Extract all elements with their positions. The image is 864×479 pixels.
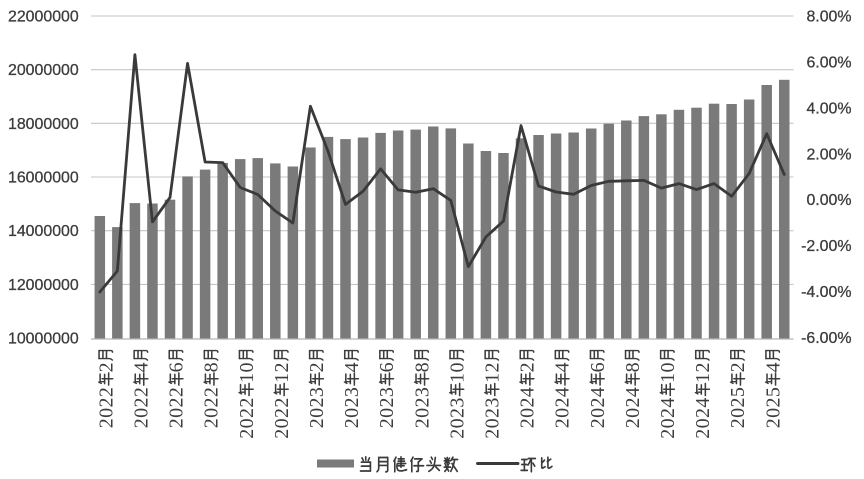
svg-text:6.00%: 6.00% [806, 54, 851, 71]
svg-text:4: 4 [341, 362, 363, 372]
svg-text:22000000: 22000000 [8, 9, 79, 26]
svg-text:12: 12 [271, 362, 293, 383]
svg-text:6: 6 [166, 362, 188, 372]
svg-text:8: 8 [201, 362, 223, 372]
svg-text:8: 8 [622, 362, 644, 372]
svg-text:-6.00%: -6.00% [801, 330, 851, 347]
svg-text:20000000: 20000000 [8, 62, 79, 79]
svg-text:2024: 2024 [517, 387, 539, 428]
svg-text:4: 4 [131, 362, 153, 372]
svg-text:-2.00%: -2.00% [801, 238, 851, 255]
svg-text:10: 10 [236, 362, 258, 383]
svg-text:2024: 2024 [692, 397, 714, 438]
svg-text:2024: 2024 [657, 397, 679, 438]
svg-text:4: 4 [762, 362, 784, 372]
svg-text:2023: 2023 [306, 387, 328, 428]
svg-text:2024: 2024 [552, 387, 574, 428]
svg-text:2022: 2022 [271, 397, 293, 438]
svg-text:2022: 2022 [201, 387, 223, 428]
svg-text:16000000: 16000000 [8, 170, 79, 187]
svg-text:2024: 2024 [587, 387, 609, 428]
svg-text:2023: 2023 [411, 387, 433, 428]
svg-text:10: 10 [446, 362, 468, 383]
svg-text:10: 10 [657, 362, 679, 383]
svg-text:12000000: 12000000 [8, 277, 79, 294]
svg-text:4: 4 [552, 362, 574, 372]
svg-text:2: 2 [306, 362, 328, 372]
svg-text:2022: 2022 [131, 387, 153, 428]
svg-text:2025: 2025 [762, 387, 784, 428]
svg-text:8.00%: 8.00% [806, 9, 851, 26]
svg-text:2022: 2022 [236, 397, 258, 438]
svg-text:0.00%: 0.00% [806, 192, 851, 209]
svg-text:2: 2 [517, 362, 539, 372]
svg-text:2023: 2023 [376, 387, 398, 428]
svg-text:12: 12 [692, 362, 714, 383]
svg-text:6: 6 [587, 362, 609, 372]
svg-text:-4.00%: -4.00% [801, 284, 851, 301]
svg-text:8: 8 [411, 362, 433, 372]
svg-text:2023: 2023 [341, 387, 363, 428]
svg-text:12: 12 [482, 362, 504, 383]
svg-text:4.00%: 4.00% [806, 100, 851, 117]
svg-text:2024: 2024 [622, 387, 644, 428]
svg-text:2022: 2022 [95, 387, 117, 428]
svg-text:2.00%: 2.00% [806, 146, 851, 163]
svg-text:6: 6 [376, 362, 398, 372]
svg-text:14000000: 14000000 [8, 223, 79, 240]
svg-text:2023: 2023 [482, 397, 504, 438]
svg-text:2: 2 [95, 362, 117, 372]
svg-text:2022: 2022 [166, 387, 188, 428]
svg-text:18000000: 18000000 [8, 116, 79, 133]
svg-text:2: 2 [727, 362, 749, 372]
svg-text:2025: 2025 [727, 387, 749, 428]
svg-text:10000000: 10000000 [8, 331, 79, 348]
svg-text:2023: 2023 [446, 397, 468, 438]
